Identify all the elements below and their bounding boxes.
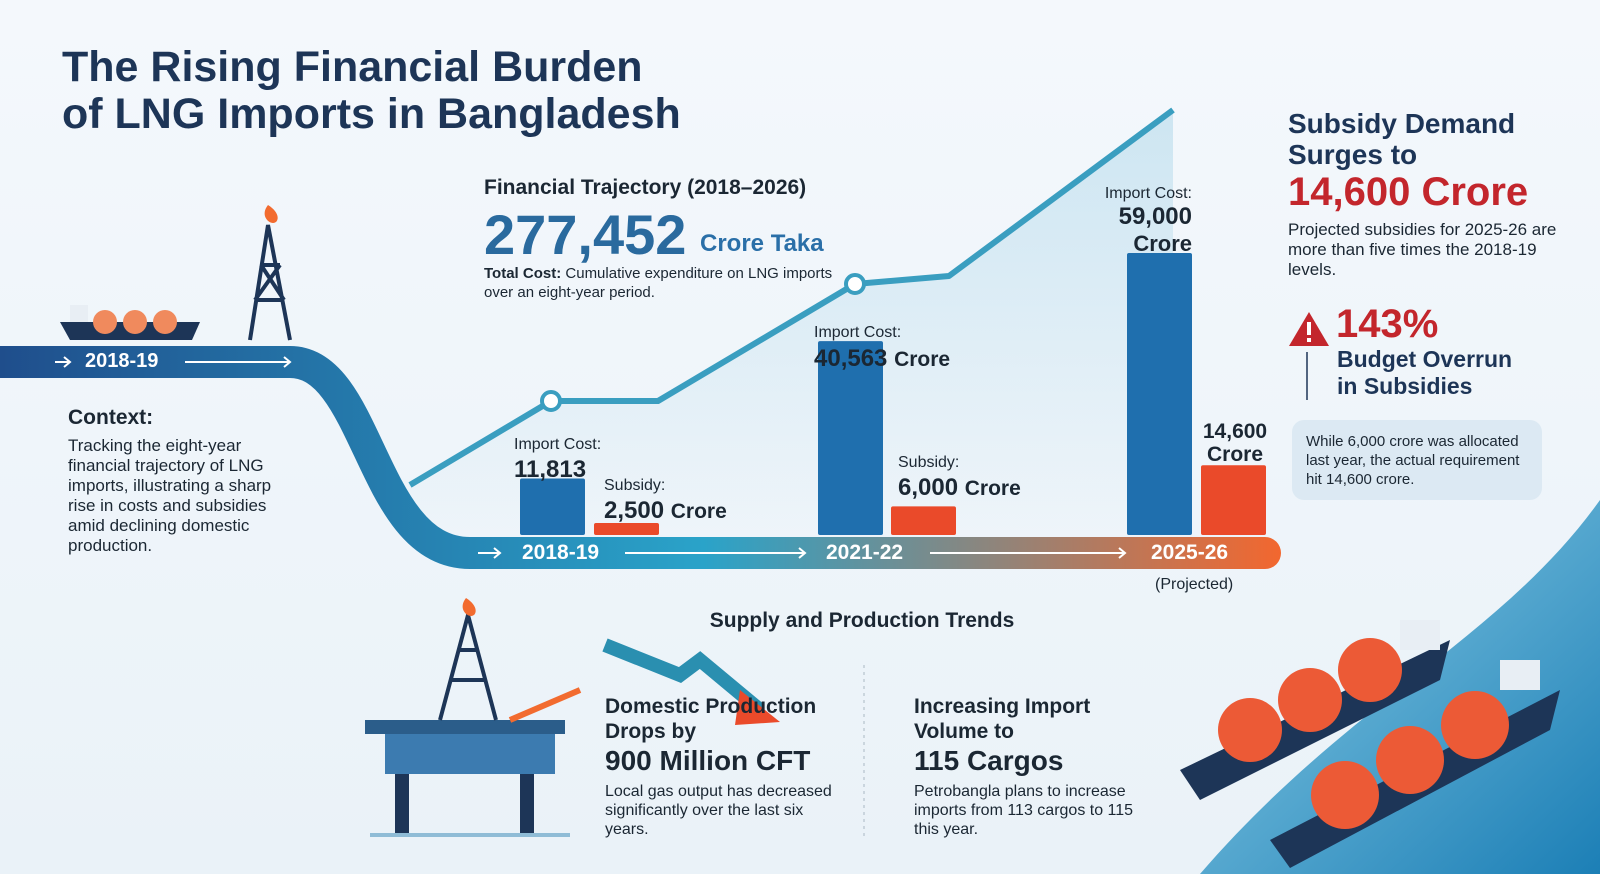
card-text: Petrobangla plans to increase imports fr…: [914, 783, 1134, 838]
projected-note: (Projected): [1155, 576, 1234, 593]
subsidy-value-label: 14,600: [1202, 420, 1268, 443]
subsidy-value-label: 6,000: [898, 474, 959, 501]
subsidy-amount: 14,600 Crore: [1288, 170, 1529, 214]
import-label: Import Cost:: [1104, 185, 1192, 202]
subsidy-text: Projected subsidies for 2025-26 are more…: [1288, 220, 1557, 279]
timeline-arrows: [55, 356, 1127, 559]
context-heading: Context:: [68, 406, 154, 429]
rig: [365, 598, 582, 837]
subsidy-label: Subsidy:: [604, 477, 666, 494]
subsidy-unit: Crore: [670, 500, 727, 523]
subsidy-heading: Subsidy Demand Surges to: [1288, 108, 1516, 170]
tankers: [1180, 620, 1560, 868]
derrick: [248, 224, 292, 341]
card-heading: Domestic Production Drops by: [605, 695, 817, 743]
note-text: Cumulative expenditure on LNG imports ov…: [484, 265, 833, 301]
card-text: Local gas output has decreased significa…: [605, 783, 832, 838]
total-unit: Crore Taka: [700, 230, 824, 257]
timeline-band: [0, 346, 1281, 569]
import-bar: [520, 478, 585, 535]
import-label: Import Cost:: [514, 436, 602, 453]
decline-arrow: [602, 638, 765, 716]
subsidy-value-label: 2,500: [604, 497, 665, 524]
subsidy-unit: Crore: [964, 477, 1021, 500]
callout-text: While 6,000 crore was allocated last yea…: [1306, 433, 1520, 488]
period-label: 2025-26: [1151, 541, 1229, 564]
overrun-figure: 143%: [1336, 302, 1439, 346]
subsidy-bar: [594, 523, 659, 535]
subsidy-block: 14,600 Crore: [1180, 420, 1290, 466]
title-line: of LNG Imports in Bangladesh: [62, 90, 681, 138]
trend-line: [408, 107, 1175, 488]
card-figure: 900 Million CFT: [605, 745, 811, 776]
note-label: Total Cost:: [484, 265, 562, 282]
callout-box: [1292, 420, 1542, 500]
tanker-small: [60, 305, 200, 340]
context-text: Tracking the eight-year financial trajec…: [68, 436, 272, 555]
total-figure: 277,452: [484, 203, 687, 266]
subsidy-unit: Crore: [1206, 443, 1264, 466]
supply-card: Domestic Production Drops by 900 Million…: [605, 694, 845, 839]
flame: [264, 205, 278, 223]
import-bar: [818, 341, 883, 535]
subsidy-label: Subsidy:: [898, 454, 960, 471]
total-note: Total Cost: Cumulative expenditure on LN…: [484, 264, 844, 302]
import-label: Import Cost:: [814, 324, 902, 341]
import-bar: [1127, 253, 1192, 535]
trend-point: [844, 273, 866, 295]
card-heading: Increasing Import Volume to: [914, 695, 1091, 743]
warning-icon: [1289, 312, 1329, 346]
import-value-label: 40,563: [814, 345, 888, 372]
period-label: 2018-19: [522, 541, 600, 564]
overrun-label: Budget Overrun in Subsidies: [1337, 346, 1513, 399]
decline-arrowhead: [735, 690, 780, 725]
card-figure: 115 Cargos: [914, 745, 1064, 776]
import-unit: Crore: [1133, 231, 1192, 256]
import-value-label: 11,813: [514, 456, 587, 483]
trend-point: [540, 390, 562, 412]
start-label: 2018-19: [85, 350, 159, 372]
subsidy-bar: [891, 506, 956, 535]
supply-card: Increasing Import Volume to 115 Cargos P…: [914, 694, 1154, 839]
sea: [1200, 500, 1600, 874]
supply-heading: Supply and Production Trends: [709, 609, 1015, 632]
import-block: Import Cost: 59,000 Crore: [1060, 185, 1192, 257]
subsidy-bar: [1201, 465, 1266, 535]
title-line: The Rising Financial Burden: [62, 43, 643, 91]
title: The Rising Financial Burden of LNG Impor…: [62, 44, 681, 138]
period-label: 2021-22: [826, 541, 904, 564]
import-value-label: 59,000: [1118, 203, 1192, 230]
import-unit: Crore: [894, 348, 951, 371]
trajectory-heading: Financial Trajectory (2018–2026): [484, 176, 807, 199]
